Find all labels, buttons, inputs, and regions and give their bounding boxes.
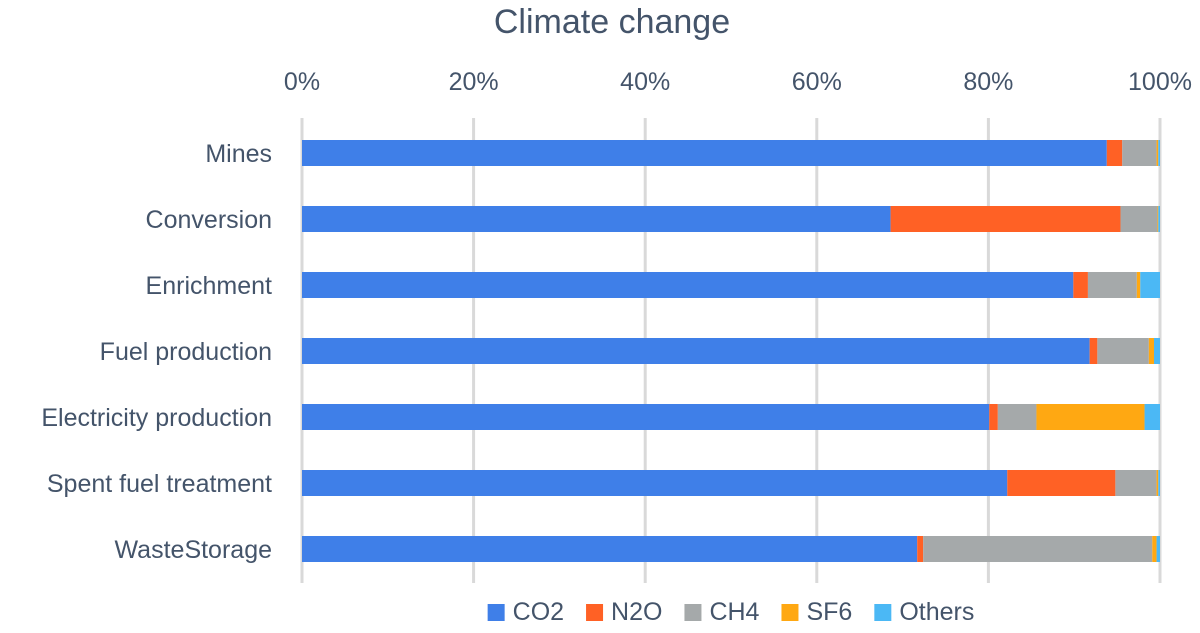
bar-segment-co2 <box>302 338 1090 364</box>
legend-label: CH4 <box>709 598 759 626</box>
category-label: Fuel production <box>100 338 272 366</box>
bar-segment-co2 <box>302 140 1107 166</box>
bar-segment-ch4 <box>1122 140 1157 166</box>
chart-title: Climate change <box>494 3 730 41</box>
bar-segment-ch4 <box>1115 470 1157 496</box>
legend-label: SF6 <box>806 598 852 626</box>
bar-segment-sf6 <box>1156 140 1159 166</box>
x-tick-label: 100% <box>1128 68 1192 96</box>
bar-segment-ch4 <box>1120 206 1158 232</box>
bar-segment-co2 <box>302 404 990 430</box>
bar-segment-others <box>1153 338 1160 364</box>
category-label: Mines <box>205 140 272 168</box>
bar-segment-others <box>1140 272 1160 298</box>
bar-segment-sf6 <box>1152 536 1157 562</box>
bars <box>302 140 1160 562</box>
bar-segment-ch4 <box>923 536 1153 562</box>
legend-swatch <box>874 604 892 621</box>
x-tick-label: 40% <box>620 68 670 96</box>
bar-segment-sf6 <box>1136 272 1141 298</box>
bar-segment-co2 <box>302 272 1074 298</box>
category-label: WasteStorage <box>115 536 272 564</box>
category-label: Conversion <box>146 206 272 234</box>
legend-swatch <box>781 604 799 621</box>
legend-swatch <box>586 604 604 621</box>
legend-label: CO2 <box>513 598 564 626</box>
category-label: Spent fuel treatment <box>47 470 272 498</box>
bar-segment-n2o <box>1089 338 1098 364</box>
legend-label: Others <box>899 598 974 626</box>
bar-segment-ch4 <box>1097 338 1149 364</box>
x-tick-label: 60% <box>792 68 842 96</box>
bar-segment-sf6 <box>1157 206 1159 232</box>
category-label: Electricity production <box>41 404 272 432</box>
legend: CO2 N2O CH4 SF6 Others <box>487 598 974 626</box>
bar-segment-others <box>1158 470 1160 496</box>
bar-segment-n2o <box>917 536 924 562</box>
legend-label: N2O <box>611 598 662 626</box>
x-tick-label: 0% <box>284 68 320 96</box>
bar-segment-others <box>1158 206 1160 232</box>
x-tick-label: 20% <box>449 68 499 96</box>
category-label: Enrichment <box>146 272 272 300</box>
bar-segment-others <box>1156 536 1160 562</box>
bar-segment-ch4 <box>1087 272 1137 298</box>
bar-segment-co2 <box>302 536 918 562</box>
x-tick-label: 80% <box>963 68 1013 96</box>
bar-segment-sf6 <box>1156 470 1159 496</box>
bar-segment-others <box>1158 140 1160 166</box>
bar-segment-co2 <box>302 470 1008 496</box>
bar-segment-n2o <box>1007 470 1116 496</box>
bar-segment-n2o <box>890 206 1121 232</box>
bar-segment-sf6 <box>1148 338 1154 364</box>
bar-segment-others <box>1144 404 1160 430</box>
bar-segment-sf6 <box>1036 404 1145 430</box>
y-axis-categories: Mines Conversion Enrichment Fuel production… <box>41 140 272 564</box>
bar-segment-n2o <box>1073 272 1088 298</box>
legend-swatch <box>684 604 702 621</box>
bar-segment-co2 <box>302 206 891 232</box>
bar-segment-n2o <box>1106 140 1123 166</box>
bar-segment-ch4 <box>997 404 1037 430</box>
legend-swatch <box>487 604 505 621</box>
bar-segment-n2o <box>989 404 998 430</box>
x-axis-ticks: 0% 20% 40% 60% 80% 100% <box>284 68 1192 96</box>
